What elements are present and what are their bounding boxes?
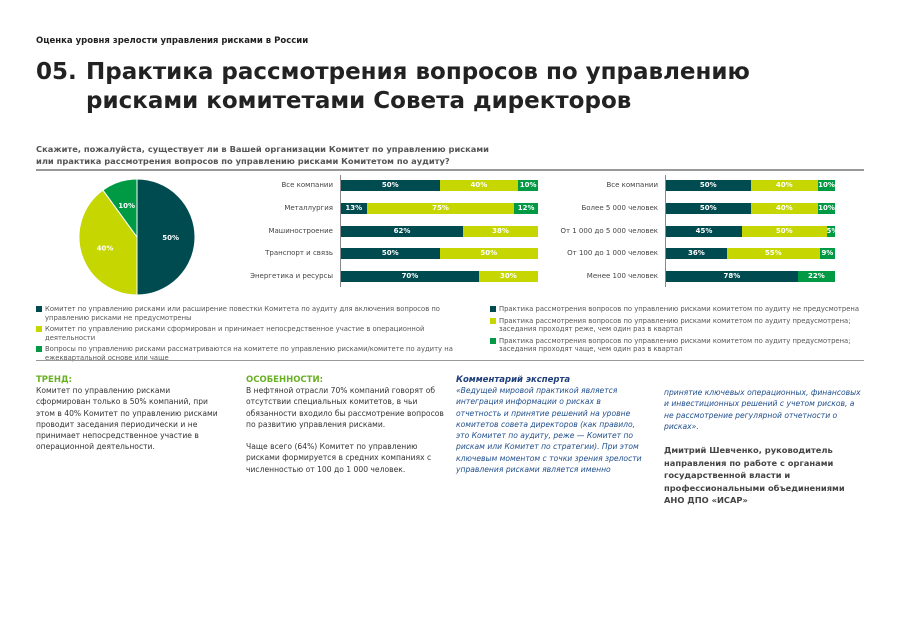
bar-category-label: Машиностроение	[268, 226, 333, 235]
expert-block: Комментарий эксперта «Ведущей мировой пр…	[456, 375, 646, 475]
legend-swatch	[490, 317, 496, 324]
bar-segment: 50%	[666, 202, 751, 214]
bar-segment: 70%	[341, 271, 479, 283]
axis-line	[665, 175, 666, 287]
page-title: 05. Практика рассмотрения вопросов по упр…	[36, 58, 750, 116]
bar-segment: 50%	[341, 248, 440, 260]
legend-label: Вопросы по управлению рисками рассматрив…	[45, 345, 453, 362]
bar-category-label: Все компании	[281, 181, 333, 189]
bar-segment: 62%	[341, 225, 464, 237]
bar-segment: 78%	[666, 271, 798, 283]
legend-swatch	[36, 306, 42, 312]
pie-slice	[136, 178, 196, 296]
bar-segment: 50%	[666, 180, 751, 191]
features-text-1: В нефтяной отрасли 70% компаний говорят …	[246, 386, 444, 429]
bar-segment: 9%	[819, 248, 835, 260]
title-line-2: рисками комитетами Совета директоров	[86, 88, 632, 114]
features-heading: ОСОБЕННОСТИ:	[246, 375, 323, 385]
legend-swatch	[36, 346, 42, 352]
legend-left: Комитет по управлению рисками или расшир…	[36, 305, 476, 365]
bar-segment: 40%	[439, 180, 519, 191]
legend-swatch	[36, 326, 42, 332]
section-number: 05.	[36, 59, 77, 85]
features-block: ОСОБЕННОСТИ: В нефтяной отрасли 70% комп…	[246, 375, 446, 475]
bar-segment: 75%	[366, 202, 515, 214]
axis-line	[340, 175, 341, 287]
divider	[36, 360, 864, 361]
legend-label: Комитет по управлению рисками сформирова…	[45, 325, 425, 342]
bar-segment: 22%	[797, 271, 835, 283]
legend-item: Комитет по управлению рисками сформирова…	[36, 325, 476, 342]
title-line-1: Практика рассмотрения вопросов по управл…	[86, 59, 750, 85]
expert-heading: Комментарий эксперта	[456, 375, 571, 385]
legend-label: Практика рассмотрения вопросов по управл…	[499, 316, 851, 334]
bar-segment: 40%	[750, 180, 819, 191]
question-line-2: или практика рассмотрения вопросов по уп…	[36, 156, 450, 166]
bar-segment: 50%	[439, 248, 538, 260]
bar-segment: 13%	[341, 202, 367, 214]
pie-slice	[102, 178, 138, 239]
legend-item: Практика рассмотрения вопросов по управл…	[490, 337, 860, 354]
legend-right: Практика рассмотрения вопросов по управл…	[490, 305, 860, 357]
bar-segment: 55%	[726, 248, 820, 260]
divider	[36, 169, 864, 171]
bar-segment: 12%	[514, 202, 538, 214]
pie-chart: 50% 40% 10%	[78, 178, 196, 296]
bar-segment: 10%	[818, 202, 835, 214]
bar-segment: 50%	[341, 180, 440, 191]
legend-item: Вопросы по управлению рисками рассматрив…	[36, 345, 476, 362]
pie-label: 10%	[118, 202, 135, 210]
survey-question: Скажите, пожалуйста, существует ли в Ваш…	[36, 143, 489, 167]
bar-segment: 50%	[742, 225, 827, 237]
legend-swatch	[490, 337, 496, 344]
bar-segment: 10%	[518, 180, 538, 191]
expert-quote-2: принятие ключевых операционных, финансов…	[664, 388, 861, 431]
bar-category-label: Металлургия	[284, 203, 333, 212]
legend-label: Комитет по управлению рисками или расшир…	[45, 305, 440, 322]
bar-segment: 5%	[826, 225, 839, 237]
pie-slice	[78, 189, 138, 296]
bar-category-label: Более 5 000 человек	[581, 203, 658, 212]
expert-quote-1: «Ведущей мировой практикой является инте…	[456, 386, 642, 475]
bar-category-label: Транспорт и связь	[265, 249, 333, 258]
bar-segment: 36%	[666, 248, 727, 260]
bar-category-label: Все компании	[606, 181, 658, 189]
bar-segment: 10%	[818, 180, 835, 191]
expert-block-2: принятие ключевых операционных, финансов…	[664, 387, 864, 507]
legend-label: Практика рассмотрения вопросов по управл…	[499, 305, 859, 313]
bar-category-label: Энергетика и ресурсы	[250, 272, 333, 281]
supertitle: Оценка уровня зрелости управления рискам…	[36, 36, 309, 46]
question-line-1: Скажите, пожалуйста, существует ли в Ваш…	[36, 144, 489, 154]
trend-block: ТРЕНД: Комитет по управлению рисками сфо…	[36, 375, 226, 453]
bar-segment: 45%	[666, 225, 743, 237]
features-text-2: Чаще всего (64%) Комитет по управлению р…	[246, 442, 432, 474]
bar-category-label: От 1 000 до 5 000 человек	[560, 226, 658, 235]
pie-label: 40%	[97, 244, 114, 252]
expert-author: Дмитрий Шевченко, руководитель направлен…	[664, 445, 845, 506]
bar-category-label: От 100 до 1 000 человек	[567, 249, 658, 258]
pie-label: 50%	[162, 234, 179, 242]
bar-category-label: Менее 100 человек	[586, 272, 658, 281]
bar-segment: 40%	[750, 202, 819, 214]
trend-text: Комитет по управлению рисками сформирова…	[36, 386, 218, 452]
legend-item: Комитет по управлению рисками или расшир…	[36, 305, 476, 322]
bar-segment: 30%	[478, 271, 538, 283]
legend-item: Практика рассмотрения вопросов по управл…	[490, 305, 860, 314]
trend-heading: ТРЕНД:	[36, 375, 72, 385]
legend-swatch	[490, 306, 496, 312]
bar-segment: 38%	[463, 225, 538, 237]
legend-item: Практика рассмотрения вопросов по управл…	[490, 317, 860, 334]
legend-label: Практика рассмотрения вопросов по управл…	[499, 336, 851, 354]
